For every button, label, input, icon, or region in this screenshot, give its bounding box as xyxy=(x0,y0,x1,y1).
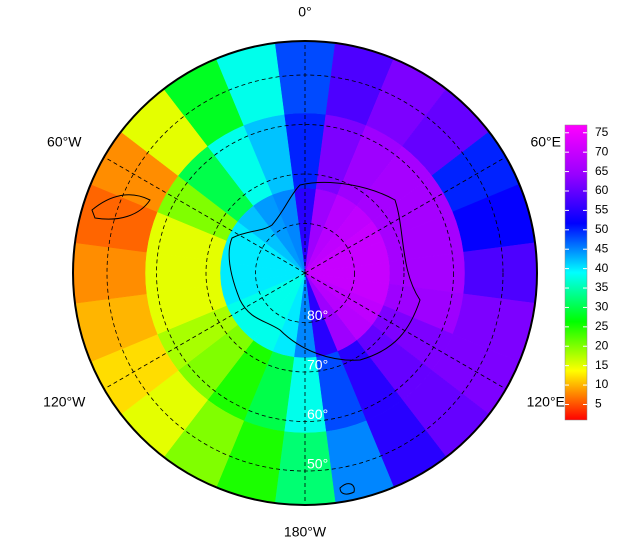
field-cell xyxy=(73,241,147,305)
colorbar-label: 75 xyxy=(595,125,609,139)
lon-label: 60°W xyxy=(47,134,82,150)
lon-label: 120°E xyxy=(527,394,565,410)
map-border xyxy=(72,40,538,506)
colorbar-label: 40 xyxy=(595,261,609,275)
coastline xyxy=(91,194,151,220)
colorbar-label: 5 xyxy=(595,397,602,411)
lat-label: 60° xyxy=(307,406,328,422)
coastline xyxy=(228,181,421,361)
colorbar-label: 10 xyxy=(595,377,609,391)
lat-label: 70° xyxy=(307,357,328,373)
colorbar-label: 30 xyxy=(595,300,609,314)
coastline xyxy=(339,483,355,495)
colorbar-label: 65 xyxy=(595,164,609,178)
lon-line xyxy=(103,272,306,390)
colorbar-label: 55 xyxy=(595,203,609,217)
lon-line xyxy=(103,156,306,274)
lon-label: 60°E xyxy=(530,134,561,150)
colorbar-label: 70 xyxy=(595,144,609,158)
lon-label: 0° xyxy=(298,4,311,20)
colorbar-label: 45 xyxy=(595,241,609,255)
lon-line xyxy=(304,272,507,390)
colorbar-label: 35 xyxy=(595,280,609,294)
colorbar-label: 60 xyxy=(595,183,609,197)
overlay: 80° 70° 60° 50° 0° 60°E 120°E 180°W 120°W 60°W xyxy=(43,4,565,540)
lat-label: 80° xyxy=(307,307,328,323)
colorbar-label: 15 xyxy=(595,358,609,372)
lat-label: 50° xyxy=(307,456,328,472)
lon-label: 180°W xyxy=(284,524,327,540)
colorbar-label: 25 xyxy=(595,319,609,333)
colorbar xyxy=(564,124,588,421)
lon-line xyxy=(304,156,507,274)
colorbar-label: 20 xyxy=(595,338,609,352)
colorbar-label: 50 xyxy=(595,222,609,236)
lon-label: 120°W xyxy=(43,394,86,410)
